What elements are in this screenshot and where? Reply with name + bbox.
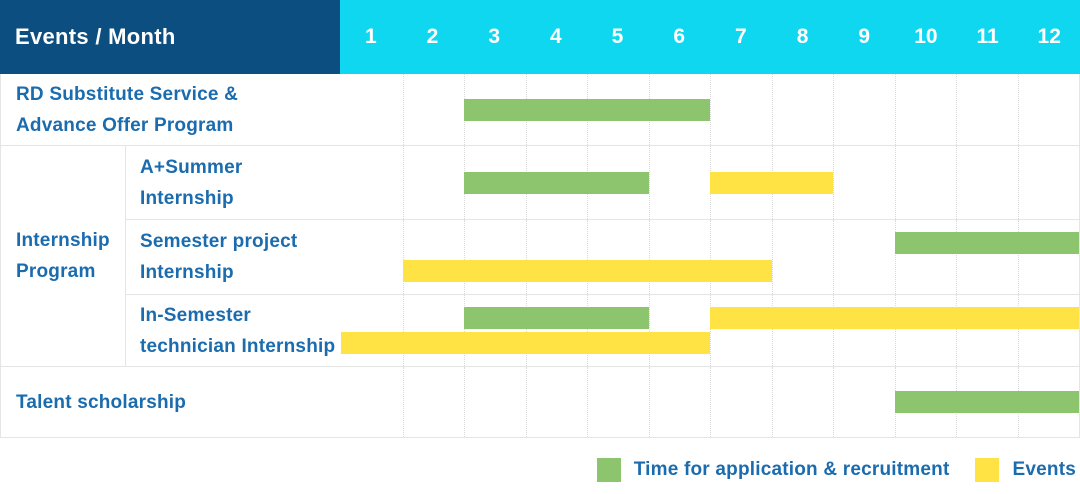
event-bar-months-7-8 xyxy=(710,171,833,194)
month-header-12: 12 xyxy=(1037,25,1061,48)
row-grid-semester-project-internship xyxy=(341,220,1079,295)
month-grid-line xyxy=(587,220,588,294)
event-bar-months-1-6 xyxy=(341,332,710,354)
month-grid-line xyxy=(956,146,957,219)
row-label-talent-scholarship: Talent scholarship xyxy=(1,367,341,438)
table-header: Events / Month 1 2 3 4 5 6 7 8 9 10 11 12 xyxy=(0,0,1080,74)
group-cell-internship-program: Internship Program xyxy=(1,146,125,367)
month-header-11: 11 xyxy=(976,25,999,48)
month-grid-line xyxy=(771,367,773,437)
month-grid-line xyxy=(771,74,773,145)
month-header-6: 6 xyxy=(673,25,686,48)
row-label-in-semester-technician-internship: In-Semester technician Internship xyxy=(125,295,341,367)
month-grid-line xyxy=(833,295,834,366)
row-grid-in-semester-technician-internship xyxy=(341,295,1079,367)
legend-label-recruitment: Time for application & recruitment xyxy=(633,459,950,480)
month-header-5: 5 xyxy=(611,25,624,48)
month-header-7: 7 xyxy=(735,25,747,48)
month-grid-line xyxy=(894,220,896,294)
month-grid-line xyxy=(464,367,465,437)
month-grid-line xyxy=(648,367,650,437)
month-grid-line xyxy=(402,220,404,294)
month-header-1: 1 xyxy=(364,25,377,48)
row-label-rd-substitute: RD Substitute Service & Advance Offer Pro… xyxy=(1,74,341,146)
month-grid-line xyxy=(1017,146,1019,219)
month-grid-line xyxy=(525,295,527,366)
month-grid-line xyxy=(833,74,834,145)
month-header-9: 9 xyxy=(858,25,871,48)
row-talent-scholarship: Talent scholarship xyxy=(1,367,1079,438)
month-grid-line xyxy=(464,220,465,294)
month-grid-line xyxy=(771,295,773,366)
month-grid-line xyxy=(525,367,527,437)
month-grid-line xyxy=(771,220,773,294)
recruitment-bar-months-10-12 xyxy=(894,391,1079,413)
row-rd-substitute: RD Substitute Service & Advance Offer Pro… xyxy=(1,74,1079,146)
row-label-a-plus-summer-internship: A+Summer Internship xyxy=(125,146,341,220)
month-grid-line xyxy=(710,295,711,366)
month-grid-line xyxy=(894,146,896,219)
events-month-header-label: Events / Month xyxy=(15,24,176,49)
month-header-10: 10 xyxy=(914,25,938,48)
month-grid-line xyxy=(402,74,404,145)
row-grid-rd-substitute xyxy=(341,74,1079,146)
month-grid-line xyxy=(648,220,650,294)
legend-swatch-events xyxy=(975,458,1000,482)
month-grid-line xyxy=(956,220,957,294)
row-grid-talent-scholarship xyxy=(341,367,1079,438)
month-grid-line xyxy=(525,220,527,294)
recruitment-bar-months-3-5 xyxy=(464,171,649,194)
month-grid-line xyxy=(587,367,588,437)
month-header-row: 1 2 3 4 5 6 7 8 9 10 11 12 xyxy=(340,0,1080,74)
row-semester-project-internship: Semester project Internship xyxy=(1,220,1079,295)
month-grid-line xyxy=(710,220,711,294)
recruitment-bar-months-10-12 xyxy=(894,232,1079,254)
month-grid-line xyxy=(402,367,404,437)
month-grid-line xyxy=(833,146,834,219)
month-grid-line xyxy=(464,295,465,366)
month-grid-line xyxy=(956,295,957,366)
legend-swatch-recruitment xyxy=(596,458,621,482)
month-grid-line xyxy=(833,367,834,437)
month-grid-line xyxy=(894,295,896,366)
month-grid-line xyxy=(1017,295,1019,366)
month-grid-line xyxy=(1017,74,1019,145)
recruitment-bar-months-3-5 xyxy=(464,307,649,329)
month-grid-line xyxy=(956,74,957,145)
legend: Time for application & recruitment Event… xyxy=(596,452,1076,488)
month-grid-line xyxy=(648,146,650,219)
row-label-semester-project-internship: Semester project Internship xyxy=(125,220,341,295)
row-grid-a-plus-summer-internship xyxy=(341,146,1079,220)
month-grid-line xyxy=(1017,220,1019,294)
month-header-4: 4 xyxy=(550,25,562,48)
month-grid-line xyxy=(833,220,834,294)
month-grid-line xyxy=(894,74,896,145)
recruitment-bar-months-3-6 xyxy=(464,98,710,121)
month-header-3: 3 xyxy=(488,25,501,48)
event-bar-months-2-7 xyxy=(402,260,772,282)
table-body: RD Substitute Service & Advance Offer Pro… xyxy=(0,74,1080,438)
row-in-semester-technician-internship: In-Semester technician Internship xyxy=(1,295,1079,367)
month-header-8: 8 xyxy=(796,25,809,48)
month-grid-line xyxy=(402,295,404,366)
month-grid-line xyxy=(402,146,404,219)
row-a-plus-summer-internship: A+Summer Internship xyxy=(1,146,1079,220)
month-grid-line xyxy=(648,295,650,366)
event-bar-months-7-12 xyxy=(710,307,1079,329)
month-header-2: 2 xyxy=(426,25,439,48)
month-grid-line xyxy=(710,74,711,145)
month-grid-line xyxy=(587,295,588,366)
events-month-header-cell: Events / Month xyxy=(0,0,340,74)
legend-label-events: Events xyxy=(1012,459,1076,480)
month-grid-line xyxy=(710,367,711,437)
